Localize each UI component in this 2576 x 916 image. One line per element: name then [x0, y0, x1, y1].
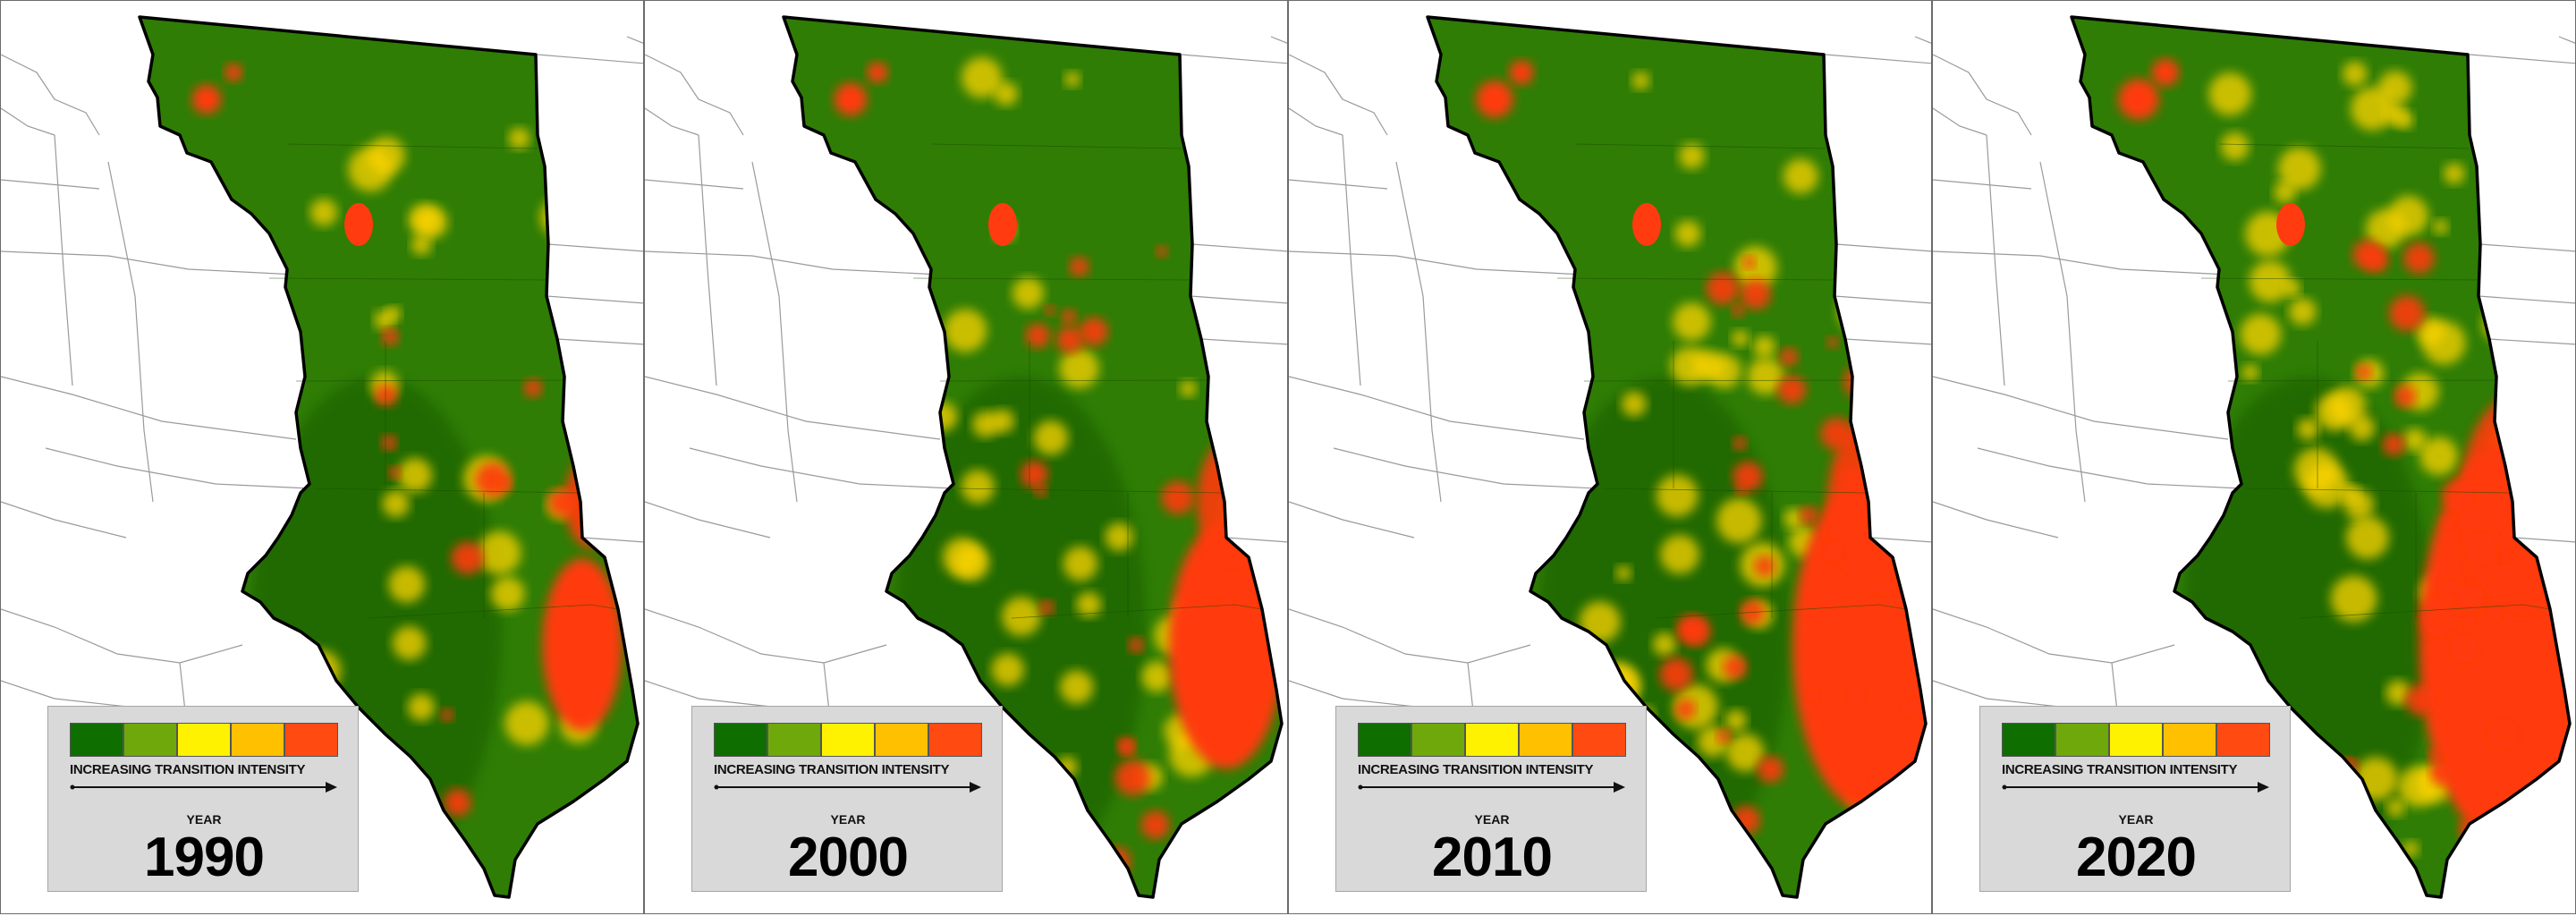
year-caption: YEAR [1474, 812, 1510, 827]
intensity-color-scale [1358, 723, 1626, 757]
legend-box: INCREASING TRANSITION INTENSITY YEAR 199… [47, 706, 359, 892]
legend-box: INCREASING TRANSITION INTENSITY YEAR 200… [691, 706, 1003, 892]
legend-label: INCREASING TRANSITION INTENSITY [1358, 762, 1594, 777]
year-caption: YEAR [2118, 812, 2154, 827]
right-arrow-icon [70, 782, 337, 793]
legend-label: INCREASING TRANSITION INTENSITY [70, 762, 306, 777]
year-value: 2020 [2076, 827, 2197, 888]
right-arrow-icon [2002, 782, 2269, 793]
intensity-color-scale [714, 723, 982, 757]
scale-swatch-5 [928, 723, 982, 757]
region-map-2000 [645, 15, 1287, 899]
year-caption: YEAR [830, 812, 866, 827]
right-arrow-icon [714, 782, 981, 793]
scale-swatch-1 [1358, 723, 1411, 757]
scale-swatch-3 [1465, 723, 1519, 757]
map-panel-1990: INCREASING TRANSITION INTENSITY YEAR 199… [0, 0, 644, 914]
legend-box: INCREASING TRANSITION INTENSITY YEAR 201… [1335, 706, 1647, 892]
legend-label: INCREASING TRANSITION INTENSITY [2002, 762, 2238, 777]
scale-swatch-3 [2109, 723, 2163, 757]
map-panel-2020: INCREASING TRANSITION INTENSITY YEAR 202… [1932, 0, 2576, 914]
scale-swatch-3 [177, 723, 231, 757]
right-arrow-icon [1358, 782, 1625, 793]
scale-swatch-4 [875, 723, 928, 757]
scale-swatch-4 [231, 723, 284, 757]
year-value: 2010 [1432, 827, 1553, 888]
scale-swatch-2 [123, 723, 177, 757]
scale-swatch-2 [2055, 723, 2109, 757]
year-caption: YEAR [186, 812, 222, 827]
scale-swatch-5 [2216, 723, 2270, 757]
scale-swatch-1 [714, 723, 767, 757]
region-map-2010 [1289, 15, 1931, 899]
scale-swatch-1 [70, 723, 123, 757]
scale-swatch-1 [2002, 723, 2055, 757]
scale-swatch-4 [1519, 723, 1572, 757]
legend-label: INCREASING TRANSITION INTENSITY [714, 762, 950, 777]
scale-swatch-5 [1572, 723, 1626, 757]
scale-swatch-5 [284, 723, 338, 757]
scale-swatch-2 [767, 723, 821, 757]
region-map-2020 [1933, 15, 2575, 899]
intensity-color-scale [2002, 723, 2270, 757]
legend-box: INCREASING TRANSITION INTENSITY YEAR 202… [1979, 706, 2291, 892]
year-value: 2000 [788, 827, 909, 888]
map-panel-2000: INCREASING TRANSITION INTENSITY YEAR 200… [644, 0, 1288, 914]
scale-swatch-3 [821, 723, 875, 757]
intensity-color-scale [70, 723, 338, 757]
scale-swatch-4 [2163, 723, 2216, 757]
year-value: 1990 [144, 827, 265, 888]
scale-swatch-2 [1411, 723, 1465, 757]
map-panel-2010: INCREASING TRANSITION INTENSITY YEAR 201… [1288, 0, 1932, 914]
